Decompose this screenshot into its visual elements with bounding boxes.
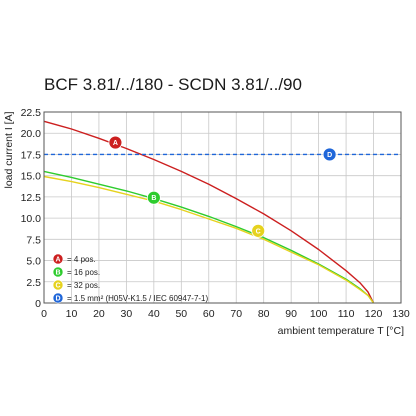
- y-tick-label: 5.0: [26, 256, 41, 268]
- series-line-c: [43, 175, 375, 304]
- legend-b-circle: [52, 266, 64, 278]
- y-tick-label: 0: [35, 298, 41, 310]
- series-line-a: [43, 120, 375, 304]
- x-tick-label: 120: [365, 308, 383, 320]
- legend-c-circle: [52, 279, 64, 291]
- x-tick-label: 110: [338, 308, 355, 320]
- plot-border: [43, 111, 402, 304]
- x-tick-label: 10: [66, 308, 78, 320]
- marker-d-letter: D: [327, 152, 332, 159]
- series-markers: A B C D: [108, 135, 337, 238]
- legend-c-text: = 32 pos.: [67, 281, 100, 290]
- marker-c-circle: [251, 223, 266, 238]
- legend-d-circle: [52, 292, 64, 304]
- y-tick-label: 7.5: [26, 234, 41, 246]
- legend-b-letter: B: [55, 269, 60, 276]
- y-tick-label: 2.5: [26, 277, 41, 289]
- legend-b-text: = 16 pos.: [67, 268, 100, 277]
- x-tick-label: 60: [203, 308, 215, 320]
- y-tick-label: 22.5: [21, 107, 42, 119]
- plot-frame: [43, 111, 402, 304]
- legend-a-circle: [52, 253, 64, 265]
- x-tick-label: 70: [230, 308, 242, 320]
- legend-c-letter: C: [55, 282, 60, 289]
- legend-a-text: = 4 pos.: [67, 255, 96, 264]
- x-tick-label: 30: [121, 308, 133, 320]
- marker-a-circle: [108, 135, 123, 150]
- marker-c-letter: C: [256, 228, 261, 235]
- chart-title: BCF 3.81/../180 - SCDN 3.81/../90: [44, 75, 302, 94]
- marker-b-circle: [146, 190, 161, 205]
- y-tick-label: 15.0: [21, 171, 42, 183]
- x-tick-label: 20: [93, 308, 105, 320]
- y-tick-label: 17.5: [21, 149, 42, 161]
- x-tick-label: 0: [41, 308, 47, 320]
- x-tick-label: 80: [258, 308, 270, 320]
- x-tick-label: 40: [148, 308, 160, 320]
- legend-d-text: = 1.5 mm² (H05V-K1.5 / IEC 60947-7-1): [67, 294, 209, 303]
- x-tick-label: 130: [392, 308, 410, 320]
- marker-a-letter: A: [113, 140, 118, 147]
- marker-d-circle: [322, 147, 337, 162]
- legend-d-letter: D: [55, 295, 60, 302]
- marker-b-letter: B: [151, 195, 156, 202]
- series-lines: [43, 120, 401, 304]
- y-tick-label: 20.0: [21, 128, 42, 140]
- x-axis-title: ambient temperature T [°C]: [278, 325, 404, 337]
- y-tick-label: 10.0: [21, 213, 42, 225]
- x-tick-label: 100: [310, 308, 328, 320]
- legend: A = 4 pos. B = 16 pos. C = 32 pos. D = 1.5 mm² …: [52, 253, 209, 304]
- legend-a-letter: A: [55, 256, 60, 263]
- tick-labels: 0 10 20 30 40 50 60 70 80 90 100 110 120 130 0 2.5 5.0 7.…: [21, 107, 410, 320]
- y-tick-label: 12.5: [21, 192, 42, 204]
- x-tick-label: 50: [175, 308, 187, 320]
- x-tick-label: 90: [285, 308, 297, 320]
- y-axis-title: load current I [A]: [3, 111, 15, 188]
